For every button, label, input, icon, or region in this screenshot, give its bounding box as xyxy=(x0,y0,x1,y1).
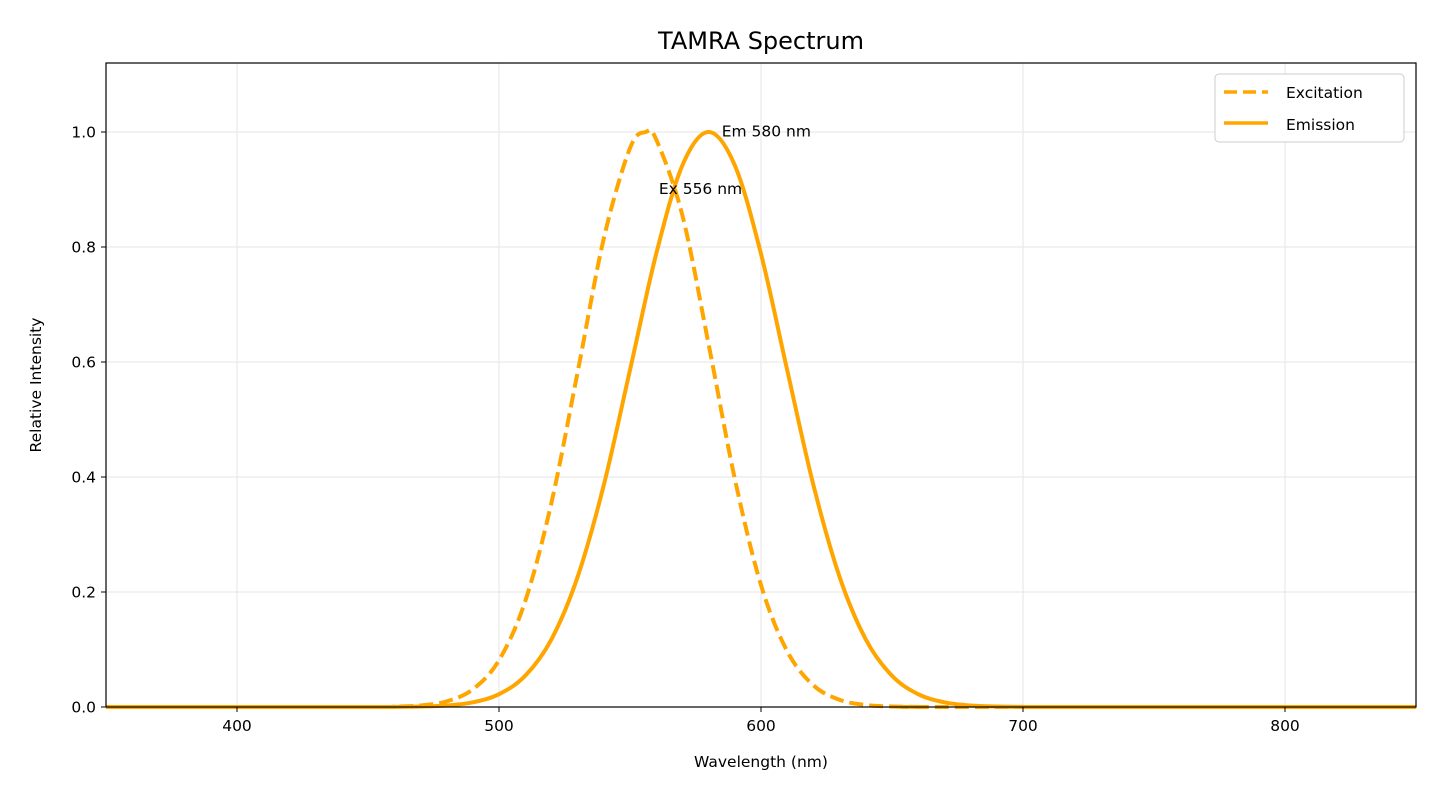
series-line-excitation xyxy=(106,127,1416,710)
x-tick-label: 800 xyxy=(1270,717,1300,735)
legend-label-excitation: Excitation xyxy=(1286,84,1363,102)
y-axis-label: Relative Intensity xyxy=(27,318,45,453)
x-tick-label: 500 xyxy=(484,717,514,735)
x-axis-label: Wavelength (nm) xyxy=(694,753,828,771)
y-tick-label: 0.2 xyxy=(71,584,96,602)
y-tick-label: 0.8 xyxy=(71,239,96,257)
legend: Excitation Emission xyxy=(1214,73,1405,143)
annotations: Em 580 nm Ex 556 nm xyxy=(659,123,811,199)
grid xyxy=(106,63,1416,708)
legend-label-emission: Emission xyxy=(1286,116,1355,134)
annotation-label: Em 580 nm xyxy=(722,123,811,141)
x-axis: 400 500 600 700 800 xyxy=(222,707,1300,735)
chart-title: TAMRA Spectrum xyxy=(657,27,864,55)
y-tick-label: 0.4 xyxy=(71,469,96,487)
y-tick-label: 0.6 xyxy=(71,354,96,372)
y-axis: 0.0 0.2 0.4 0.6 0.8 1.0 xyxy=(71,124,106,717)
x-tick-label: 400 xyxy=(222,717,252,735)
y-tick-label: 1.0 xyxy=(71,124,96,142)
series-layer xyxy=(106,127,1416,710)
x-tick-label: 600 xyxy=(746,717,776,735)
series-line-emission xyxy=(106,130,1416,710)
x-tick-label: 700 xyxy=(1008,717,1038,735)
y-tick-label: 0.0 xyxy=(71,699,96,717)
annotation-label: Ex 556 nm xyxy=(659,180,742,198)
